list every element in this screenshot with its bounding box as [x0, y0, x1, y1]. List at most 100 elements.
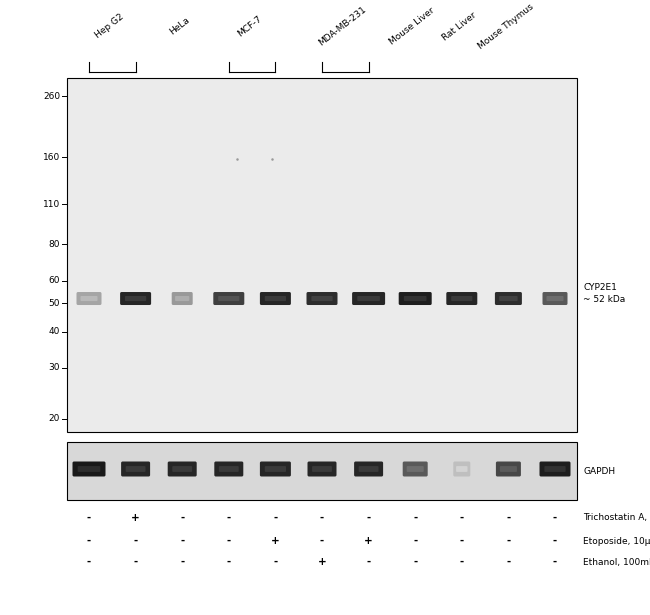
FancyBboxPatch shape [219, 466, 239, 472]
FancyBboxPatch shape [358, 296, 380, 301]
FancyBboxPatch shape [359, 466, 378, 472]
FancyBboxPatch shape [311, 296, 333, 301]
Text: -: - [227, 536, 231, 546]
Text: -: - [413, 513, 417, 523]
Text: -: - [460, 557, 464, 567]
Text: 60: 60 [49, 276, 60, 285]
Text: -: - [87, 557, 91, 567]
FancyBboxPatch shape [214, 461, 243, 477]
Text: -: - [553, 536, 557, 546]
Text: -: - [367, 557, 370, 567]
Text: 50: 50 [49, 299, 60, 308]
FancyBboxPatch shape [495, 292, 522, 305]
FancyBboxPatch shape [81, 296, 98, 301]
FancyBboxPatch shape [218, 296, 239, 301]
FancyBboxPatch shape [175, 296, 189, 301]
Text: -: - [320, 536, 324, 546]
FancyBboxPatch shape [312, 466, 332, 472]
FancyBboxPatch shape [543, 292, 567, 305]
Text: Mouse Liver: Mouse Liver [388, 6, 437, 47]
Text: -: - [413, 557, 417, 567]
Text: Hep G2: Hep G2 [94, 12, 125, 41]
FancyBboxPatch shape [125, 466, 146, 472]
Text: Ethanol, 100mM for 24hr: Ethanol, 100mM for 24hr [583, 558, 650, 566]
Text: 260: 260 [43, 92, 60, 100]
Text: +: + [364, 536, 373, 546]
Text: -: - [460, 536, 464, 546]
Text: -: - [180, 513, 185, 523]
Text: 30: 30 [49, 363, 60, 372]
FancyBboxPatch shape [260, 461, 291, 477]
FancyBboxPatch shape [540, 461, 571, 477]
FancyBboxPatch shape [265, 466, 286, 472]
Text: -: - [367, 513, 370, 523]
FancyBboxPatch shape [496, 461, 521, 477]
Text: -: - [227, 513, 231, 523]
Text: MCF-7: MCF-7 [235, 14, 263, 39]
FancyBboxPatch shape [404, 296, 426, 301]
Text: HeLa: HeLa [168, 16, 191, 37]
FancyBboxPatch shape [265, 296, 286, 301]
Text: -: - [87, 513, 91, 523]
FancyBboxPatch shape [547, 296, 564, 301]
FancyBboxPatch shape [499, 296, 517, 301]
Text: -: - [413, 536, 417, 546]
Text: Trichostatin A, 1μM for 24hr: Trichostatin A, 1μM for 24hr [583, 514, 650, 523]
Text: -: - [133, 536, 138, 546]
FancyBboxPatch shape [213, 292, 244, 305]
Text: -: - [273, 513, 278, 523]
Bar [67, 442, 577, 500]
Text: Etoposide, 10μM for 16hr: Etoposide, 10μM for 16hr [583, 536, 650, 546]
Text: -: - [87, 536, 91, 546]
Text: Rat Liver: Rat Liver [440, 10, 478, 42]
FancyBboxPatch shape [403, 461, 428, 477]
Text: 110: 110 [43, 200, 60, 208]
FancyBboxPatch shape [307, 461, 337, 477]
Text: 20: 20 [49, 415, 60, 423]
Text: -: - [553, 557, 557, 567]
FancyBboxPatch shape [398, 292, 432, 305]
FancyBboxPatch shape [73, 461, 105, 477]
FancyBboxPatch shape [500, 466, 517, 472]
Text: MDA-MB-231: MDA-MB-231 [317, 5, 368, 48]
Text: +: + [131, 513, 140, 523]
Text: -: - [506, 513, 510, 523]
Text: -: - [553, 513, 557, 523]
FancyBboxPatch shape [453, 461, 471, 477]
Text: GAPDH: GAPDH [583, 467, 615, 475]
Text: -: - [460, 513, 464, 523]
FancyBboxPatch shape [121, 461, 150, 477]
Text: -: - [180, 536, 185, 546]
Text: 160: 160 [43, 153, 60, 162]
Text: -: - [506, 536, 510, 546]
FancyBboxPatch shape [125, 296, 146, 301]
FancyBboxPatch shape [172, 466, 192, 472]
Text: -: - [506, 557, 510, 567]
Text: -: - [227, 557, 231, 567]
FancyBboxPatch shape [354, 461, 383, 477]
Text: -: - [273, 557, 278, 567]
FancyBboxPatch shape [120, 292, 151, 305]
FancyBboxPatch shape [352, 292, 385, 305]
FancyBboxPatch shape [451, 296, 473, 301]
FancyBboxPatch shape [545, 466, 566, 472]
Text: +: + [318, 557, 326, 567]
FancyBboxPatch shape [407, 466, 424, 472]
Text: -: - [320, 513, 324, 523]
Text: +: + [271, 536, 280, 546]
Text: CYP2E1
~ 52 kDa: CYP2E1 ~ 52 kDa [583, 284, 625, 304]
Text: -: - [180, 557, 185, 567]
FancyBboxPatch shape [307, 292, 337, 305]
Text: -: - [133, 557, 138, 567]
Text: Mouse Thymus: Mouse Thymus [476, 2, 535, 51]
Text: 80: 80 [49, 240, 60, 249]
FancyBboxPatch shape [172, 292, 192, 305]
FancyBboxPatch shape [260, 292, 291, 305]
FancyBboxPatch shape [78, 466, 100, 472]
Bar [67, 78, 577, 432]
FancyBboxPatch shape [168, 461, 197, 477]
FancyBboxPatch shape [456, 466, 467, 472]
FancyBboxPatch shape [77, 292, 101, 305]
FancyBboxPatch shape [447, 292, 477, 305]
Text: 40: 40 [49, 327, 60, 336]
